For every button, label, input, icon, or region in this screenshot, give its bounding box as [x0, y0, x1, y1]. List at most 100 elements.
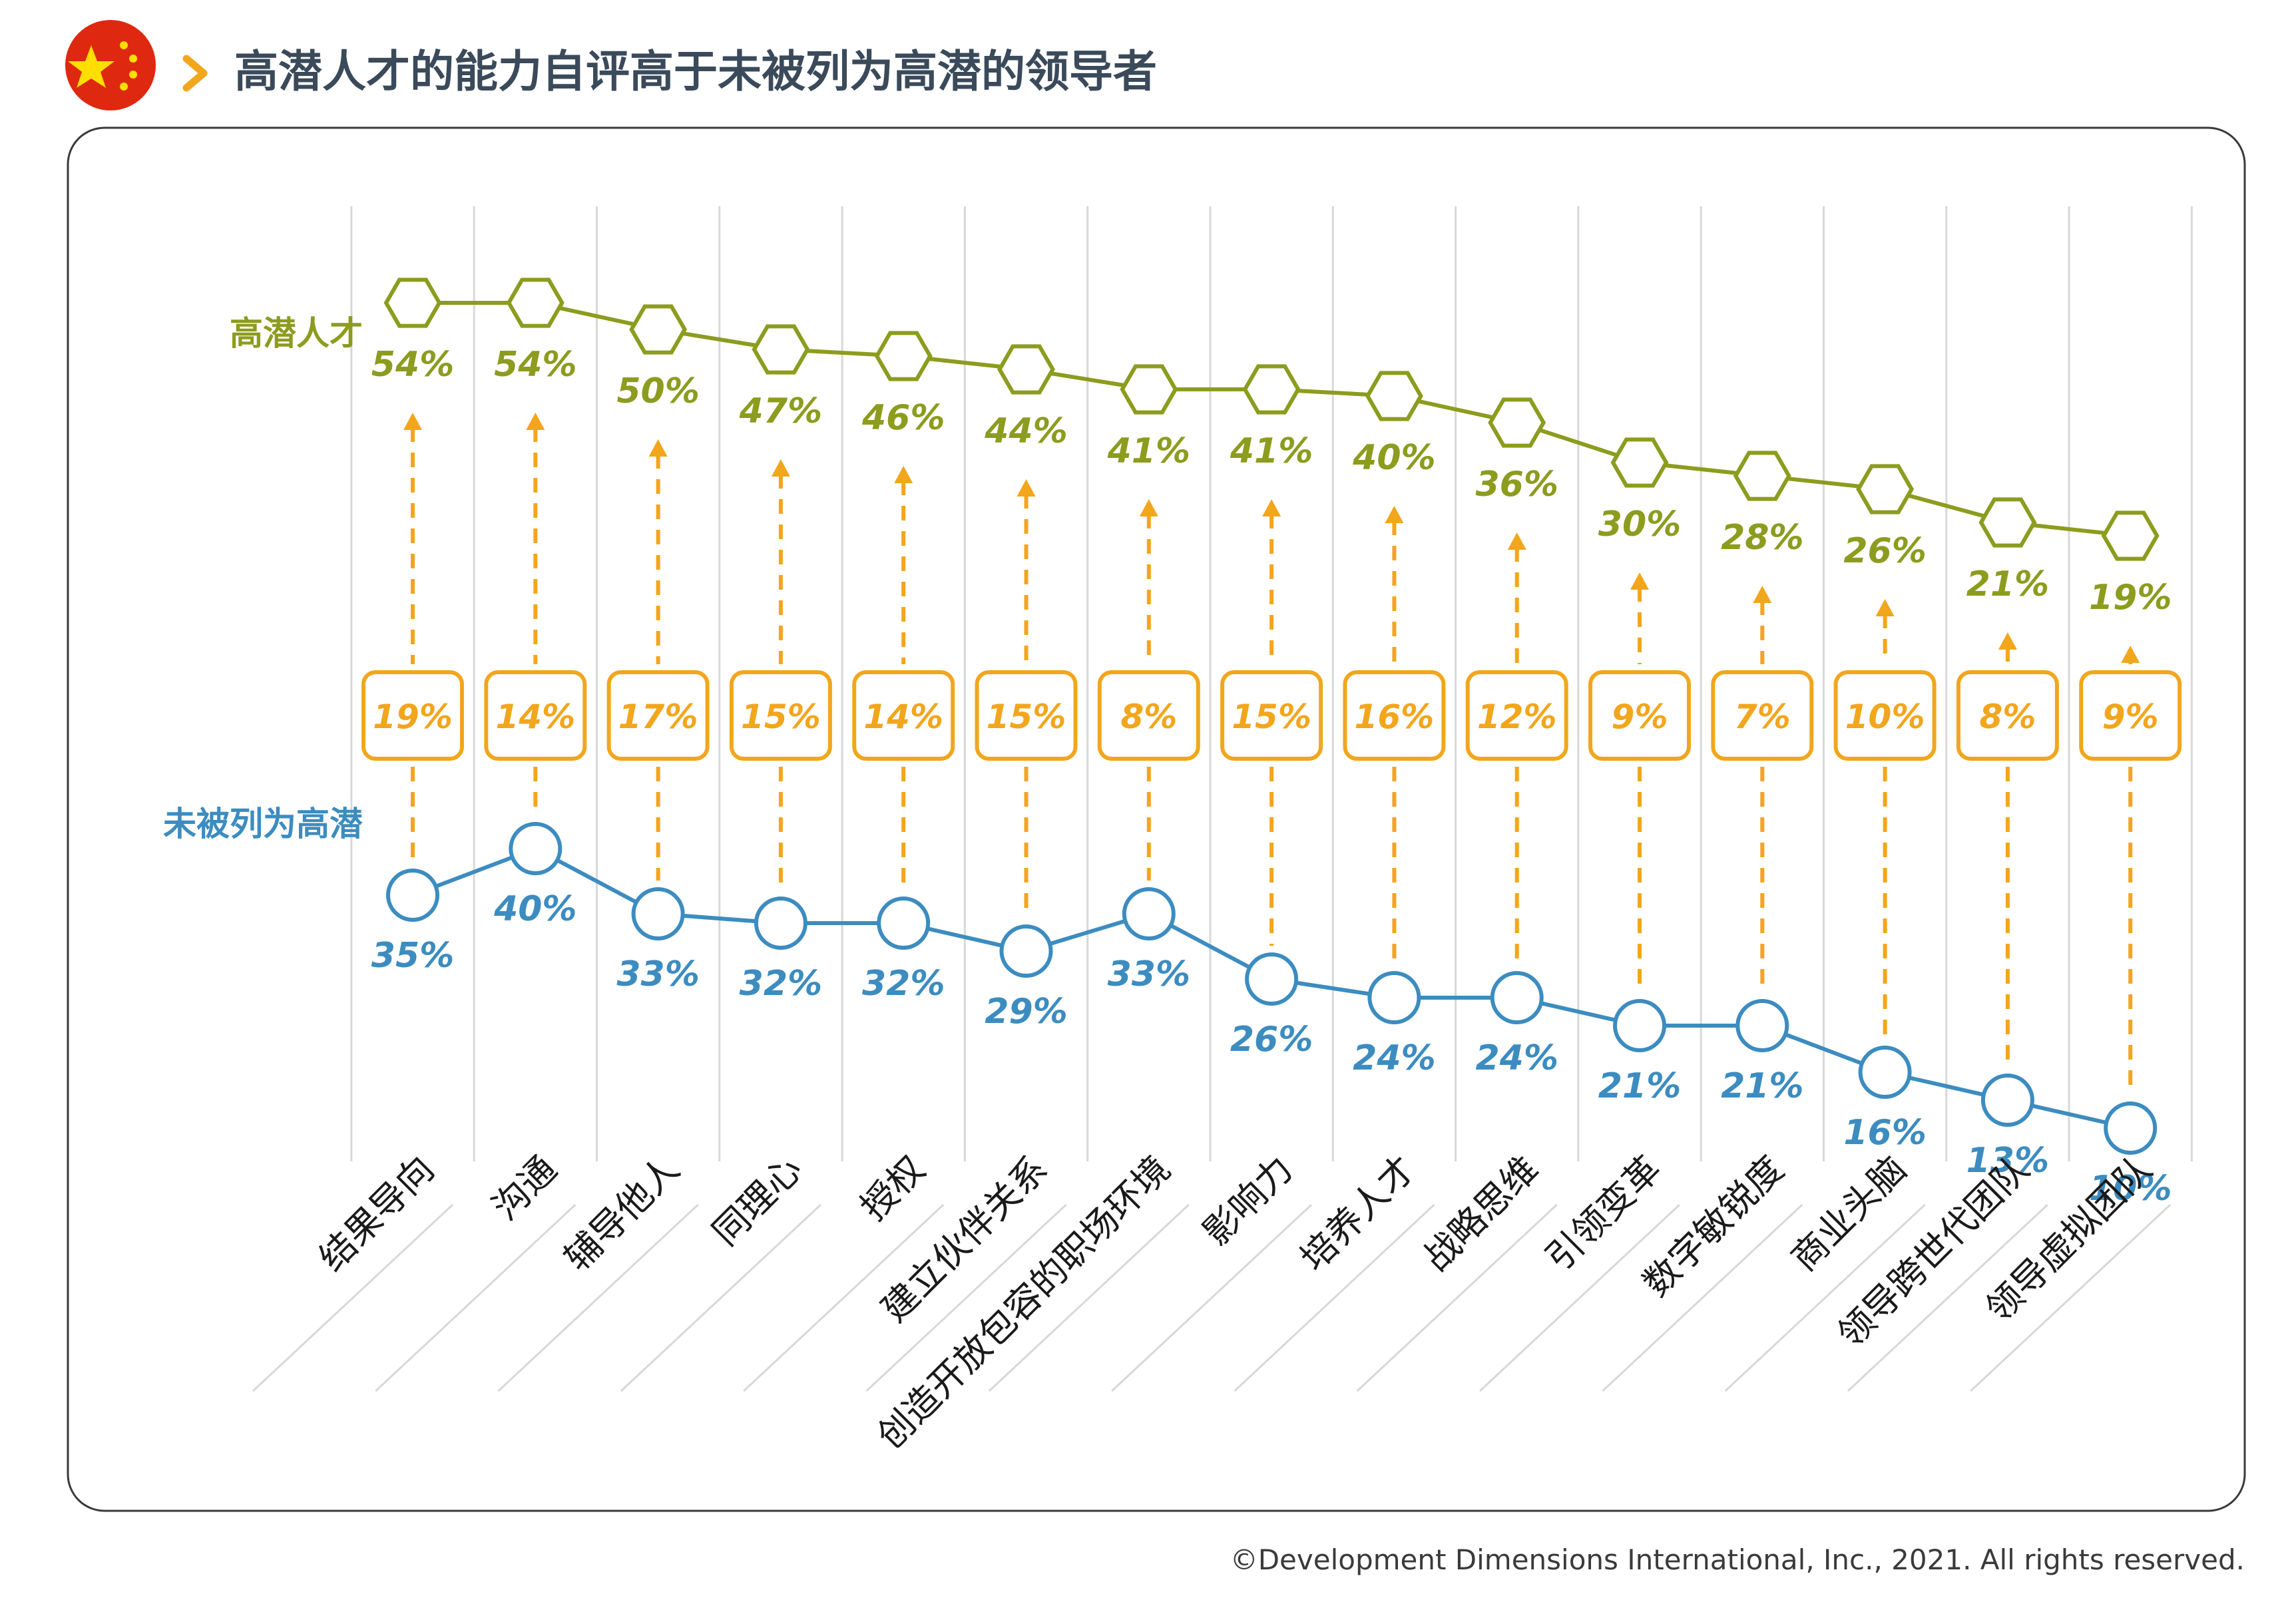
- gap-arrow-head: [403, 413, 422, 430]
- value-label-high: 21%: [1966, 564, 2049, 604]
- point-high: [1978, 497, 2037, 548]
- baseline-diagonal: [743, 1203, 945, 1392]
- point-high: [874, 331, 933, 381]
- gap-box: [2079, 670, 2182, 761]
- value-label-high: 28%: [1721, 518, 1803, 558]
- gap-arrow-head: [1139, 499, 1158, 516]
- gap-box: [1588, 670, 1691, 761]
- point-non: [754, 897, 807, 950]
- point-non: [509, 822, 563, 875]
- value-label-high: 26%: [1843, 531, 1926, 571]
- point-high: [506, 278, 565, 328]
- point-non: [631, 887, 685, 940]
- legend-non: 未被列为高潜: [163, 805, 363, 843]
- value-label-non: 10%: [2089, 1169, 2172, 1209]
- chevron-right-icon: [182, 55, 208, 92]
- point-non: [999, 924, 1053, 978]
- value-label-high: 47%: [739, 391, 822, 431]
- baseline-diagonal: [1724, 1203, 1926, 1392]
- point-non: [1858, 1046, 1912, 1099]
- baseline-diagonal: [1602, 1203, 1803, 1392]
- gap-box: [1097, 670, 1200, 761]
- baseline-diagonal: [1111, 1203, 1313, 1392]
- value-label-high: 54%: [494, 345, 576, 385]
- copyright: ©Development Dimensions International, I…: [1230, 1543, 2245, 1576]
- baseline-diagonal: [1356, 1203, 1558, 1392]
- baseline-diagonal: [375, 1203, 576, 1392]
- point-high: [752, 324, 810, 375]
- gap-arrow-head: [1998, 632, 2017, 650]
- point-high: [1610, 437, 1669, 488]
- baseline-diagonal: [620, 1203, 821, 1392]
- baseline-diagonal: [1970, 1203, 2172, 1392]
- gap-arrow-head: [1875, 599, 1895, 616]
- gap-label: 9%: [2102, 698, 2159, 736]
- value-label-high: 41%: [1107, 431, 1190, 471]
- gap-box: [1956, 670, 2059, 761]
- legend-high: 高潜人才: [230, 314, 363, 353]
- point-high: [1242, 364, 1301, 415]
- gap-label: 15%: [741, 698, 821, 736]
- gap-arrow-head: [1385, 506, 1404, 523]
- value-label-non: 16%: [1843, 1113, 1926, 1153]
- value-label-non: 21%: [1598, 1066, 1681, 1106]
- chart-panel: [67, 126, 2246, 1512]
- point-high: [1856, 464, 1915, 514]
- gap-label: 9%: [1612, 698, 1668, 736]
- baseline-diagonal: [865, 1203, 1067, 1392]
- point-non: [1735, 999, 1789, 1052]
- point-non: [1490, 971, 1544, 1024]
- value-label-non: 35%: [371, 936, 454, 976]
- gap-arrow-head: [1753, 586, 1772, 603]
- gap-arrow-head: [771, 459, 790, 477]
- value-label-non: 13%: [1966, 1141, 2049, 1181]
- value-label-non: 24%: [1353, 1038, 1435, 1078]
- value-label-high: 19%: [2089, 578, 2172, 618]
- value-label-non: 26%: [1230, 1020, 1313, 1060]
- value-label-non: 40%: [493, 889, 576, 929]
- value-label-high: 40%: [1352, 438, 1435, 478]
- gap-arrow-head: [1262, 499, 1281, 516]
- value-label-high: 41%: [1230, 431, 1313, 471]
- value-label-high: 44%: [984, 411, 1067, 451]
- point-high: [1488, 397, 1546, 448]
- gap-box: [852, 670, 955, 761]
- gap-arrow-head: [1507, 532, 1526, 550]
- gap-arrow-head: [1630, 572, 1649, 590]
- point-non: [1613, 999, 1666, 1052]
- baseline-diagonal: [1847, 1203, 2048, 1392]
- value-label-non: 24%: [1475, 1038, 1558, 1078]
- gap-box: [361, 670, 464, 761]
- point-high: [1120, 364, 1178, 415]
- gap-arrow-head: [2121, 646, 2140, 663]
- point-non: [1980, 1074, 2034, 1127]
- value-label-non: 33%: [616, 954, 699, 994]
- value-label-high: 30%: [1598, 504, 1681, 544]
- baseline-diagonal: [497, 1203, 699, 1392]
- gap-label: 15%: [987, 698, 1066, 736]
- flag-icon: [65, 20, 156, 110]
- value-label-non: 21%: [1721, 1066, 1803, 1106]
- gap-label: 8%: [1120, 698, 1177, 736]
- gap-label: 16%: [1355, 698, 1435, 736]
- baseline-diagonal: [1479, 1203, 1681, 1392]
- gap-arrow-head: [894, 466, 913, 483]
- value-label-non: 33%: [1108, 954, 1190, 994]
- value-label-high: 46%: [861, 398, 945, 438]
- gap-label: 15%: [1232, 698, 1311, 736]
- gap-arrow-head: [526, 413, 545, 430]
- point-high: [629, 304, 688, 355]
- baseline-diagonal: [252, 1203, 454, 1392]
- gap-label: 14%: [863, 698, 943, 736]
- page-title: 高潜人才的能力自评高于未被列为高潜的领导者: [234, 46, 1157, 97]
- gap-box: [1343, 670, 1446, 761]
- value-label-non: 32%: [740, 964, 822, 1004]
- gap-box: [606, 670, 710, 761]
- gap-label: 14%: [495, 698, 575, 736]
- gap-label: 7%: [1734, 698, 1791, 736]
- gap-label: 17%: [618, 698, 698, 736]
- point-non: [1245, 952, 1299, 1006]
- gap-label: 10%: [1845, 698, 1925, 736]
- gap-box: [1833, 670, 1937, 761]
- gap-label: 12%: [1477, 698, 1557, 736]
